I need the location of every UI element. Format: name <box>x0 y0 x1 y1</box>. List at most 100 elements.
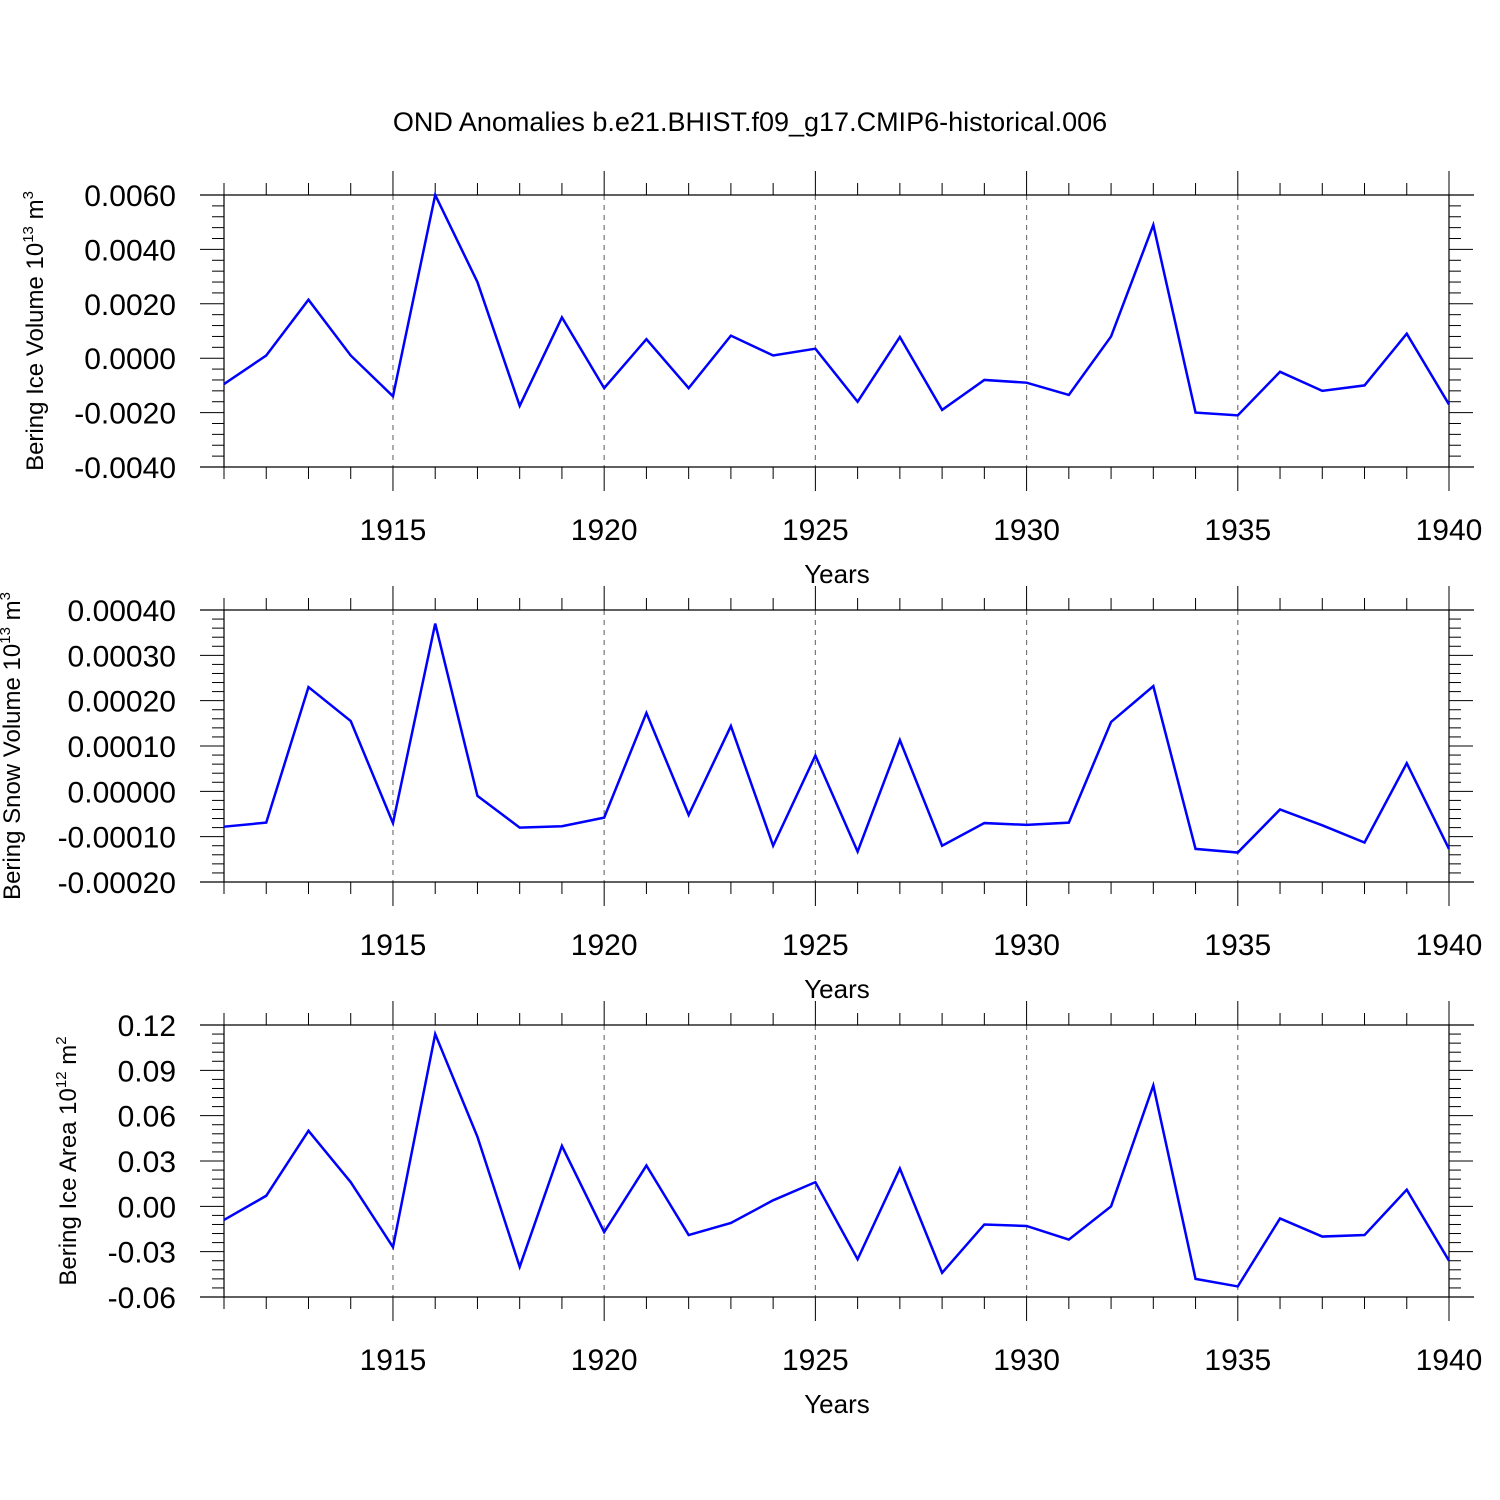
panel-ice-area-data-point-1931 <box>1067 1238 1071 1242</box>
panel-snow-volume-data-point-1921 <box>644 711 648 715</box>
panel-ice-area-data-point-1938 <box>1363 1233 1367 1237</box>
panel-snow-volume-data-point-1919 <box>560 824 564 828</box>
panel-ice-area-xtick-label: 1935 <box>1204 1344 1271 1377</box>
panel-snow-volume-data-point-1934 <box>1194 847 1198 851</box>
panel-ice-area-data-point-1915 <box>391 1245 395 1249</box>
panel-ice-area-data-point-1926 <box>856 1257 860 1261</box>
panel-ice-volume-data-point-1916 <box>433 193 437 197</box>
panel-ice-volume-data-point-1938 <box>1363 383 1367 387</box>
panel-snow-volume-data-point-1930 <box>1025 823 1029 827</box>
panel-snow-volume-data-point-1922 <box>687 813 691 817</box>
panel-ice-volume-ytick-label: -0.0040 <box>74 452 176 485</box>
panel-snow-volume-data-point-1931 <box>1067 821 1071 825</box>
panel-ice-area-data-point-1920 <box>602 1230 606 1234</box>
panel-snow-volume-xtick-label: 1920 <box>571 929 638 962</box>
panel-ice-volume-data-point-1936 <box>1278 370 1282 374</box>
panel-snow-volume-data-point-1933 <box>1151 684 1155 688</box>
panel-snow-volume-ytick-label: -0.00010 <box>58 822 176 855</box>
panel-ice-area-data-point-1912 <box>264 1194 268 1198</box>
panel-ice-volume: Bering Ice Volume 1013 m3 Years -0.0040 -… <box>20 171 1482 589</box>
panel-ice-volume-data-point-1935 <box>1236 413 1240 417</box>
panel-ice-area-data-point-1939 <box>1405 1188 1409 1192</box>
panel-ice-area-data-point-1933 <box>1151 1083 1155 1087</box>
panel-ice-area-data-point-1918 <box>518 1265 522 1269</box>
panel-ice-volume-data-point-1921 <box>644 337 648 341</box>
panel-snow-volume-xtick-label: 1940 <box>1416 929 1483 962</box>
panel-snow-volume-series-line <box>223 623 1451 855</box>
panel-snow-volume-data-point-1935 <box>1236 851 1240 855</box>
panel-ice-volume-data-point-1939 <box>1405 332 1409 336</box>
panel-ice-area-xtick-label: 1925 <box>782 1344 849 1377</box>
panel-ice-area-ytick-label: 0.06 <box>118 1101 176 1134</box>
panel-ice-area-data-point-1917 <box>475 1135 479 1139</box>
panel-ice-area-ytick-label: 0.00 <box>118 1191 176 1224</box>
panel-ice-volume-ytick-label: 0.0000 <box>84 343 176 376</box>
panel-snow-volume-data-point-1924 <box>771 844 775 848</box>
panel-ice-area-data-point-1937 <box>1320 1235 1324 1239</box>
panel-snow-volume-data-point-1936 <box>1278 807 1282 811</box>
panel-ice-volume-xtick-label: 1935 <box>1204 514 1271 547</box>
panel-ice-area-xtick-label: 1915 <box>360 1344 427 1377</box>
panel-snow-volume-data-point-1938 <box>1363 841 1367 845</box>
panel-ice-area-data-point-1929 <box>982 1222 986 1226</box>
panel-ice-area-data-point-1911 <box>222 1218 226 1222</box>
panel-ice-volume-data-point-1937 <box>1320 389 1324 393</box>
panel-ice-area-data-point-1922 <box>687 1233 691 1237</box>
panel-ice-area-data-point-1935 <box>1236 1284 1240 1288</box>
panel-ice-area-ytick-label: -0.06 <box>108 1282 176 1315</box>
panel-snow-volume-ylabel: Bering Snow Volume 1013 m3 <box>0 592 26 900</box>
panel-ice-area-ytick-label: 0.09 <box>118 1055 176 1088</box>
panel-snow-volume-ytick-label: 0.00030 <box>68 640 176 673</box>
panel-ice-area-data-point-1932 <box>1109 1204 1113 1208</box>
panel-ice-area-data-point-1921 <box>644 1164 648 1168</box>
panel-ice-area-data-point-1919 <box>560 1144 564 1148</box>
panel-ice-area-data-point-1936 <box>1278 1216 1282 1220</box>
panel-snow-volume-data-point-1929 <box>982 821 986 825</box>
panel-ice-area-data-point-1930 <box>1025 1224 1029 1228</box>
panel-ice-volume-data-point-1913 <box>306 298 310 302</box>
panel-ice-area-ytick-label: 0.12 <box>118 1010 176 1043</box>
panel-ice-volume-ylabel: Bering Ice Volume 1013 m3 <box>20 191 49 471</box>
panel-snow-volume-data-point-1925 <box>813 754 817 758</box>
panel-ice-volume-ytick-label: 0.0020 <box>84 289 176 322</box>
panel-ice-area-data-point-1925 <box>813 1180 817 1184</box>
panel-ice-volume-data-point-1915 <box>391 394 395 398</box>
panel-ice-area-ytick-label: 0.03 <box>118 1146 176 1179</box>
panel-ice-volume-data-point-1930 <box>1025 381 1029 385</box>
panel-ice-area-ytick-label: -0.03 <box>108 1237 176 1270</box>
panel-ice-area-series-line <box>223 1029 1451 1288</box>
panel-ice-volume-ytick-label: -0.0020 <box>74 398 176 431</box>
panel-ice-volume-data-point-1911 <box>222 382 226 386</box>
panel-ice-area-xlabel: Years <box>804 1389 870 1419</box>
panel-ice-area-data-point-1914 <box>349 1180 353 1184</box>
panel-ice-area-xtick-label: 1920 <box>571 1344 638 1377</box>
panel-ice-area-data-point-1913 <box>306 1129 310 1133</box>
panel-ice-area-data-point-1927 <box>898 1167 902 1171</box>
panel-ice-volume-data-point-1925 <box>813 347 817 351</box>
panel-ice-area-data-point-1940 <box>1447 1259 1451 1263</box>
panel-ice-volume-ytick-label: 0.0040 <box>84 234 176 267</box>
panel-ice-volume-xlabel: Years <box>804 559 870 589</box>
panel-ice-area-data-point-1928 <box>940 1271 944 1275</box>
panel-snow-volume-xlabel: Years <box>804 974 870 1004</box>
panel-ice-volume-data-point-1914 <box>349 353 353 357</box>
panel-ice-area-data-point-1934 <box>1194 1277 1198 1281</box>
panel-snow-volume-data-point-1926 <box>856 850 860 854</box>
panel-ice-volume-data-point-1940 <box>1447 402 1451 406</box>
panel-snow-volume-ytick-label: -0.00020 <box>58 867 176 900</box>
panel-ice-volume-data-point-1929 <box>982 378 986 382</box>
panel-snow-volume-ytick-label: 0.00010 <box>68 731 176 764</box>
panel-ice-volume-data-point-1919 <box>560 315 564 319</box>
panel-ice-volume-xtick-label: 1940 <box>1416 514 1483 547</box>
panel-snow-volume-xtick-label: 1930 <box>993 929 1060 962</box>
panel-snow-volume-data-point-1912 <box>264 821 268 825</box>
panel-ice-volume-data-point-1931 <box>1067 393 1071 397</box>
panel-ice-volume-xtick-label: 1915 <box>360 514 427 547</box>
panel-ice-area-xtick-label: 1940 <box>1416 1344 1483 1377</box>
panel-snow-volume-data-point-1913 <box>306 685 310 689</box>
panel-snow-volume-data-point-1923 <box>729 724 733 728</box>
panel-snow-volume-xtick-label: 1935 <box>1204 929 1271 962</box>
panel-snow-volume-data-point-1940 <box>1447 847 1451 851</box>
panel-ice-volume-data-point-1926 <box>856 400 860 404</box>
panel-ice-volume-data-point-1918 <box>518 404 522 408</box>
